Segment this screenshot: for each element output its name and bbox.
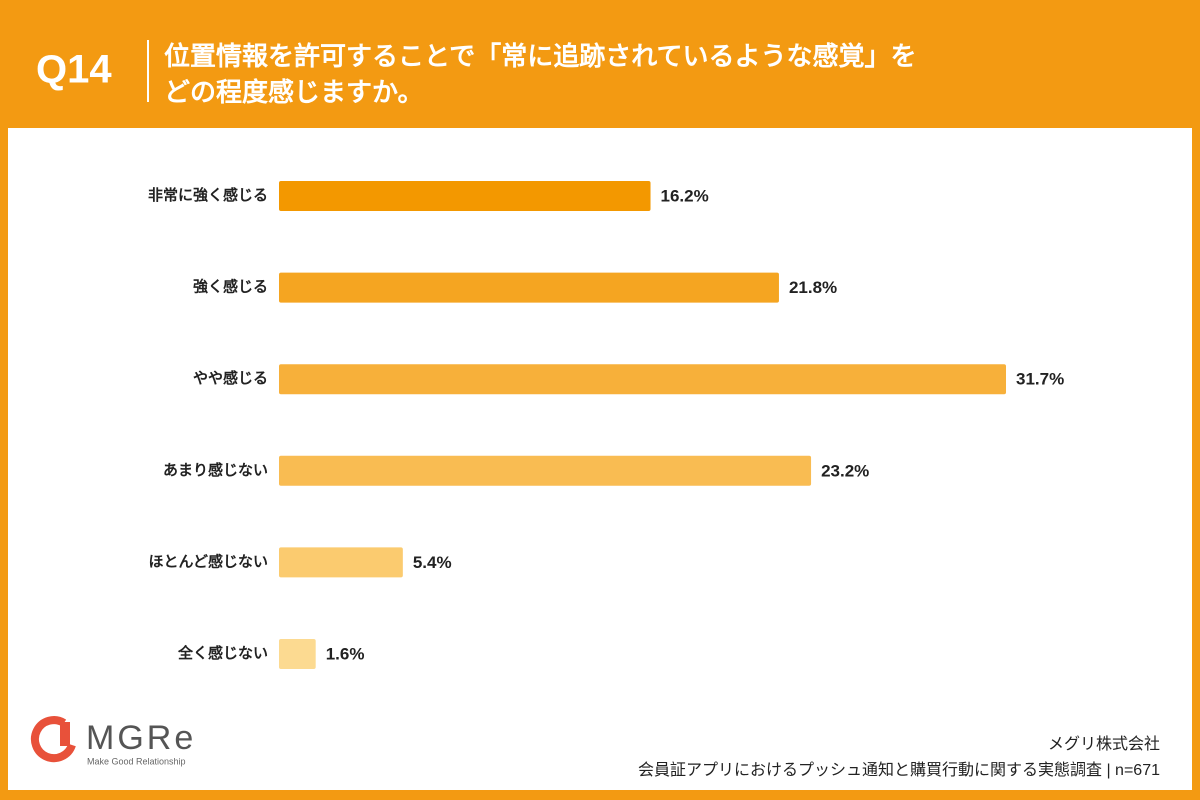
category-label: 強く感じる	[193, 278, 268, 296]
value-label: 31.7%	[1016, 370, 1064, 389]
value-label: 5.4%	[413, 553, 452, 572]
chart-title: 位置情報を許可することで「常に追跡されているような感覚」を	[164, 41, 916, 71]
footer-company: メグリ株式会社	[1048, 735, 1160, 753]
category-label: ほとんど感じない	[148, 552, 268, 570]
value-label: 16.2%	[661, 186, 709, 205]
category-label: 全く感じない	[177, 644, 268, 662]
logo-icon	[60, 722, 70, 746]
value-label: 23.2%	[821, 461, 869, 480]
question-number: Q14	[36, 48, 112, 92]
bar	[279, 455, 812, 486]
category-label: やや感じる	[193, 369, 268, 387]
logo-name: MGRe	[86, 719, 196, 757]
bar	[279, 547, 403, 578]
bar	[279, 364, 1006, 395]
value-label: 21.8%	[789, 278, 837, 297]
logo-tagline: Make Good Relationship	[87, 756, 186, 766]
bar	[279, 272, 779, 303]
chart-title: どの程度感じますか。	[164, 77, 423, 107]
category-label: 非常に強く感じる	[148, 186, 268, 204]
bar	[279, 639, 316, 669]
footer-source: 会員証アプリにおけるプッシュ通知と購買行動に関する実態調査 | n=671	[638, 761, 1160, 779]
category-label: あまり感じない	[163, 461, 268, 479]
logo-icon	[30, 716, 76, 763]
value-label: 1.6%	[326, 644, 365, 663]
logo: MGRe Make Good Relationship	[30, 716, 196, 766]
bar	[279, 181, 651, 211]
